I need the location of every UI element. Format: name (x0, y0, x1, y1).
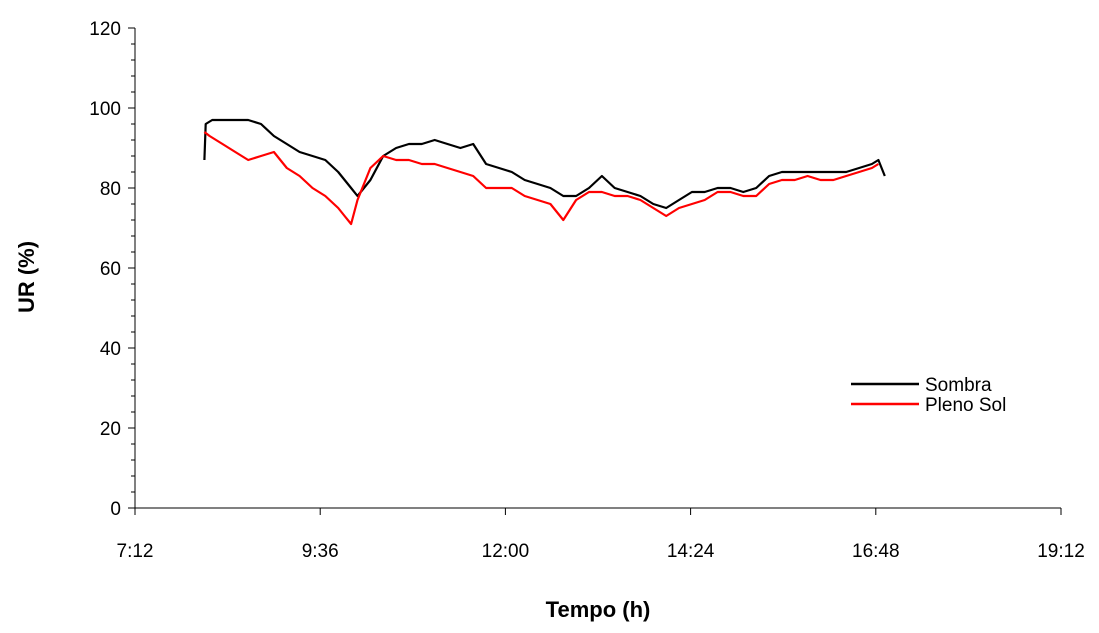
y-tick-label: 40 (100, 339, 121, 360)
y-tick-label: 100 (89, 99, 121, 120)
series-line-pleno-sol (203, 131, 879, 226)
y-tick-label: 120 (89, 19, 121, 40)
x-tick-label: 12:00 (482, 541, 530, 562)
x-tick-label: 7:12 (117, 541, 154, 562)
series-layer (203, 118, 886, 226)
y-tick-label: 60 (100, 259, 121, 280)
x-tick-label: 19:12 (1037, 541, 1085, 562)
x-tick-label: 16:48 (852, 541, 900, 562)
y-tick-label: 80 (100, 179, 121, 200)
legend-label: Sombra (925, 375, 992, 396)
x-axis-title: Tempo (h) (546, 597, 651, 622)
chart-axes: 0 20 40 60 80 100 120 7:12 9:36 12:00 14:24 16:48 19… (89, 19, 1084, 562)
y-tick-label: 0 (110, 499, 121, 520)
x-tick-label: 9:36 (302, 541, 339, 562)
legend-label: Pleno Sol (925, 395, 1006, 416)
y-tick-label: 20 (100, 419, 121, 440)
y-axis-title: UR (%) (14, 241, 39, 313)
series-line-sombra (203, 118, 886, 210)
x-tick-label: 14:24 (667, 541, 715, 562)
